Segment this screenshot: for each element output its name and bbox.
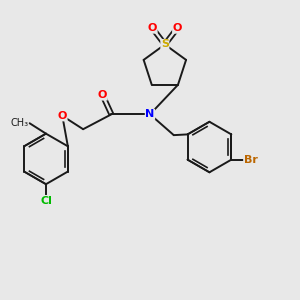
Text: Cl: Cl [40,196,52,206]
Text: S: S [161,40,169,50]
Text: O: O [98,90,107,100]
Text: CH₃: CH₃ [10,118,28,128]
Text: O: O [173,23,182,33]
Text: Br: Br [244,155,258,165]
Text: O: O [148,23,157,33]
Text: O: O [58,111,67,121]
Text: N: N [146,109,154,119]
